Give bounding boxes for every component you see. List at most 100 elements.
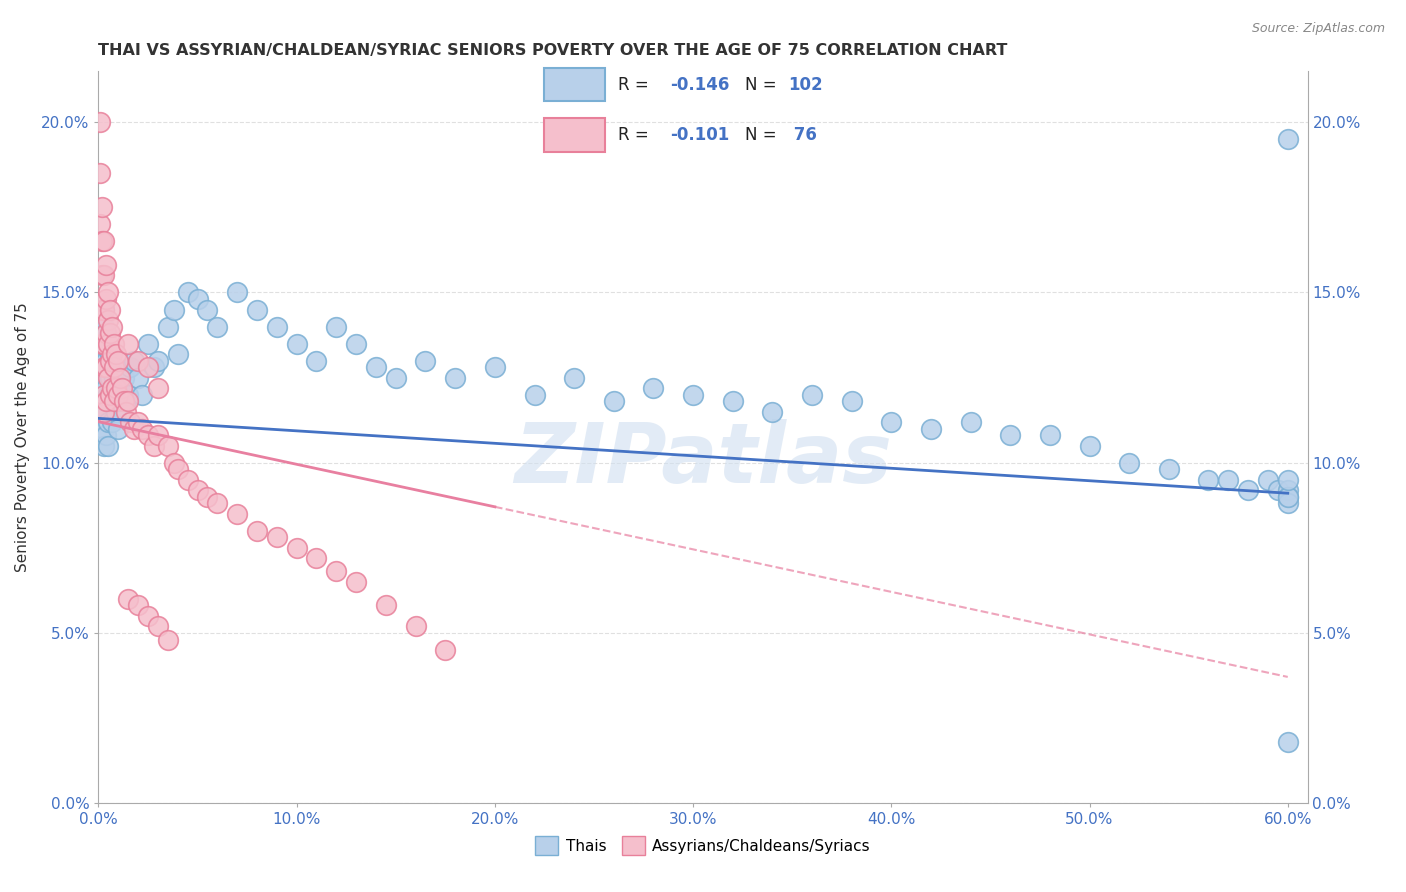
Point [127,370,149,384]
Point [110,370,132,384]
Point [207,496,229,510]
Point [841,394,863,409]
Point [96,326,118,341]
Point [103,394,125,409]
Point [305,353,328,368]
Point [96,360,118,375]
Point [93,302,115,317]
Point [96,326,118,341]
Point [384,370,406,384]
Point [91,353,114,368]
Point [101,381,124,395]
Point [266,531,288,545]
Point [131,421,153,435]
Point [120,360,142,375]
Point [91,336,114,351]
Text: -0.101: -0.101 [671,126,730,144]
Point [1277,132,1299,146]
Point [364,360,387,375]
Point [97,336,120,351]
Text: N =: N = [745,126,776,144]
Point [91,421,114,435]
Text: Source: ZipAtlas.com: Source: ZipAtlas.com [1251,22,1385,36]
Point [101,387,124,401]
Point [484,360,506,375]
Point [107,394,129,409]
Point [156,319,179,334]
Point [1277,473,1299,487]
Point [166,347,188,361]
Point [405,619,427,633]
Point [105,381,128,395]
Point [1277,496,1299,510]
Point [107,421,129,435]
Point [122,353,145,368]
Point [163,456,186,470]
Point [166,462,188,476]
Point [682,387,704,401]
Point [101,360,124,375]
Point [89,370,111,384]
Point [444,370,467,384]
Point [117,394,139,409]
Point [96,353,118,368]
Point [186,293,208,307]
Point [97,336,120,351]
Point [207,319,229,334]
Point [96,381,118,395]
Point [89,218,111,232]
Point [105,404,128,418]
Point [285,336,308,351]
Point [89,404,111,418]
Point [89,115,111,129]
Point [89,387,111,401]
Point [96,428,118,442]
Point [131,387,153,401]
Point [107,387,129,401]
Point [93,319,115,334]
Point [103,336,125,351]
Point [98,302,121,317]
Point [112,394,135,409]
Point [1277,483,1299,497]
Point [91,201,114,215]
Point [146,428,169,442]
Point [93,387,115,401]
FancyBboxPatch shape [544,68,606,102]
Point [226,285,249,300]
Point [98,347,121,361]
Point [136,608,159,623]
Point [117,387,139,401]
Point [1277,734,1299,748]
Point [1277,490,1299,504]
Text: R =: R = [617,76,648,94]
Point [156,439,179,453]
Point [959,415,981,429]
Point [93,235,115,249]
Point [163,302,186,317]
Point [120,415,142,429]
Point [156,632,179,647]
Point [101,319,124,334]
Point [146,619,169,633]
Point [89,353,111,368]
Point [1157,462,1180,476]
Point [91,387,114,401]
Point [880,415,903,429]
Point [801,387,824,401]
Point [146,381,169,395]
Text: 76: 76 [787,126,817,144]
Point [266,319,288,334]
Point [97,312,120,326]
Point [97,439,120,453]
Point [105,347,128,361]
Point [305,550,328,565]
Point [91,268,114,283]
Point [98,370,121,384]
Point [93,404,115,418]
Point [721,394,744,409]
Point [246,302,269,317]
Point [93,353,115,368]
Point [91,370,114,384]
Point [89,370,111,384]
